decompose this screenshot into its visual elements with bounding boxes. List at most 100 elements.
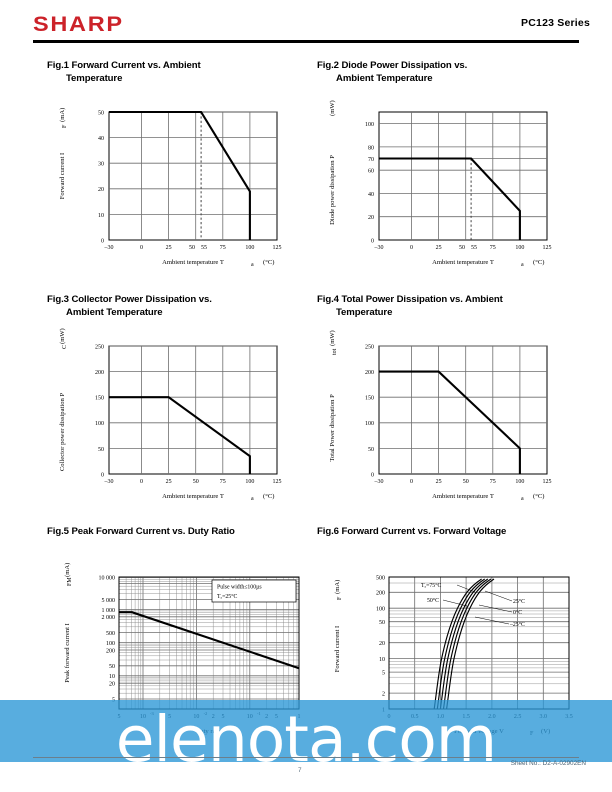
svg-text:50: 50 [463, 479, 469, 485]
series-title: PC123 Series [521, 17, 590, 29]
figure-5-title: Fig.5 Peak Forward Current vs. Duty Rati… [47, 526, 235, 538]
svg-text:125: 125 [543, 479, 552, 485]
svg-text:Tₐ=25°C: Tₐ=25°C [217, 593, 238, 600]
svg-text:150: 150 [365, 395, 374, 401]
svg-text:0: 0 [101, 238, 104, 244]
svg-text:0: 0 [140, 245, 143, 251]
svg-text:(mA): (mA) [59, 107, 66, 121]
figure-2: Fig.2 Diode Power Dissipation vs. Ambien… [317, 48, 579, 277]
svg-text:(mA): (mA) [334, 580, 341, 594]
figure-3-plot: 0 50 100 150 200 250 –30 0 25 50 75 100 … [47, 328, 309, 511]
svg-text:5: 5 [382, 670, 385, 676]
fig2-yticklabels: 0 20 40 60 70 80 100 [365, 122, 374, 244]
svg-text:125: 125 [273, 245, 282, 251]
svg-text:200: 200 [365, 370, 374, 376]
fig4-xaxis-label: Ambient temperature T [432, 493, 494, 500]
svg-text:55: 55 [201, 245, 207, 251]
svg-text:100: 100 [365, 122, 374, 128]
svg-text:2: 2 [382, 691, 385, 697]
svg-text:50: 50 [368, 446, 374, 452]
svg-text:100: 100 [245, 479, 254, 485]
svg-text:5 000: 5 000 [102, 598, 116, 604]
figure-1: Fig.1 Forward Current vs. Ambient Temper… [47, 48, 309, 277]
svg-text:10: 10 [98, 212, 104, 218]
header-divider [33, 40, 579, 43]
fig6-label-m25c: –25°C [509, 621, 525, 628]
figure-4: Fig.4 Total Power Dissipation vs. Ambien… [317, 282, 579, 511]
watermark-text: elenota.com [115, 703, 497, 776]
svg-text:250: 250 [365, 344, 374, 350]
svg-text:80: 80 [368, 145, 374, 151]
svg-text:75: 75 [490, 245, 496, 251]
svg-text:20: 20 [109, 681, 115, 687]
fig4-xticklabels: –30 0 25 50 75 100 125 [374, 479, 552, 485]
svg-text:0: 0 [101, 472, 104, 478]
svg-text:20: 20 [379, 641, 385, 647]
svg-text:200: 200 [106, 648, 115, 654]
svg-text:(°C): (°C) [533, 259, 544, 266]
svg-text:500: 500 [106, 631, 115, 637]
svg-text:125: 125 [273, 479, 282, 485]
fig3-yaxis-label: Collector power dissipation P [59, 392, 66, 471]
page-header: SHARP PC123 Series [0, 0, 612, 46]
fig1-curve [109, 110, 251, 240]
sheet-number: Sheet No.: D2-A-02902EN [510, 760, 586, 767]
svg-text:–30: –30 [104, 479, 114, 485]
svg-text:100: 100 [365, 421, 374, 427]
fig2-svg: 0 20 40 60 70 80 100 –30 0 25 50 55 75 1… [329, 100, 552, 268]
figure-4-plot: 0 50 100 150 200 250 –30 0 25 50 75 100 … [317, 330, 579, 511]
svg-text:Pulse width≤100µs: Pulse width≤100µs [217, 584, 262, 590]
svg-text:(mW): (mW) [329, 100, 336, 116]
fig3-grid [108, 345, 278, 475]
fig5-curve [119, 610, 300, 670]
svg-text:55: 55 [471, 245, 477, 251]
fig1-yaxis-label: Forward current I [59, 152, 66, 199]
fig4-svg: 0 50 100 150 200 250 –30 0 25 50 75 100 … [329, 330, 552, 502]
svg-text:100: 100 [376, 606, 385, 612]
svg-text:75: 75 [220, 245, 226, 251]
svg-text:(°C): (°C) [263, 259, 274, 266]
svg-text:0: 0 [410, 479, 413, 485]
svg-text:50: 50 [98, 446, 104, 452]
svg-text:100: 100 [245, 245, 254, 251]
figure-3: Fig.3 Collector Power Dissipation vs. Am… [47, 282, 309, 511]
fig5-minor-grid [118, 576, 299, 710]
watermark-band [0, 700, 612, 762]
fig1-svg: 0 10 20 30 40 50 –30 0 25 50 55 75 100 1… [59, 107, 282, 268]
fig4-yticklabels: 0 50 100 150 200 250 [365, 344, 374, 478]
svg-text:50: 50 [189, 245, 195, 251]
svg-text:100: 100 [95, 421, 104, 427]
svg-text:25: 25 [436, 245, 442, 251]
fig6-yaxis-label: Forward current I [334, 626, 341, 673]
figure-1-plot: 0 10 20 30 40 50 –30 0 25 50 55 75 100 1… [47, 102, 309, 277]
svg-text:–30: –30 [104, 245, 114, 251]
svg-text:C: C [62, 345, 68, 349]
svg-text:150: 150 [95, 395, 104, 401]
svg-text:0: 0 [371, 238, 374, 244]
fig3-xticklabels: –30 0 25 50 75 100 125 [104, 479, 282, 485]
svg-text:1 000: 1 000 [102, 608, 116, 614]
svg-text:50: 50 [98, 110, 104, 116]
svg-text:250: 250 [95, 344, 104, 350]
svg-text:(mA): (mA) [64, 563, 71, 577]
svg-text:a: a [251, 262, 254, 268]
svg-text:50: 50 [459, 245, 465, 251]
fig2-grid [378, 111, 548, 241]
fig2-curve [379, 157, 521, 240]
figure-1-title: Fig.1 Forward Current vs. Ambient Temper… [47, 60, 201, 84]
svg-text:70: 70 [368, 157, 374, 163]
figure-2-title: Fig.2 Diode Power Dissipation vs. Ambien… [317, 60, 468, 84]
svg-text:20: 20 [368, 215, 374, 221]
svg-text:tot: tot [332, 348, 338, 355]
fig3-curve [109, 395, 251, 474]
fig3-xaxis-label: Ambient temperature T [162, 493, 224, 500]
fig3-svg: 0 50 100 150 200 250 –30 0 25 50 75 100 … [59, 328, 282, 502]
fig6-label-75c: Tₐ=75°C [421, 582, 442, 589]
fig3-yticklabels: 0 50 100 150 200 250 [95, 344, 104, 478]
fig2-yaxis-label: Diode power dissipation P [329, 154, 336, 224]
fig1-xticklabels: –30 0 25 50 55 75 100 125 [104, 245, 282, 251]
fig6-grid [389, 576, 569, 710]
svg-text:125: 125 [543, 245, 552, 251]
fig1-yticklabels: 0 10 20 30 40 50 [98, 110, 104, 244]
fig5-yaxis-label: Peak forward current I [64, 623, 71, 683]
